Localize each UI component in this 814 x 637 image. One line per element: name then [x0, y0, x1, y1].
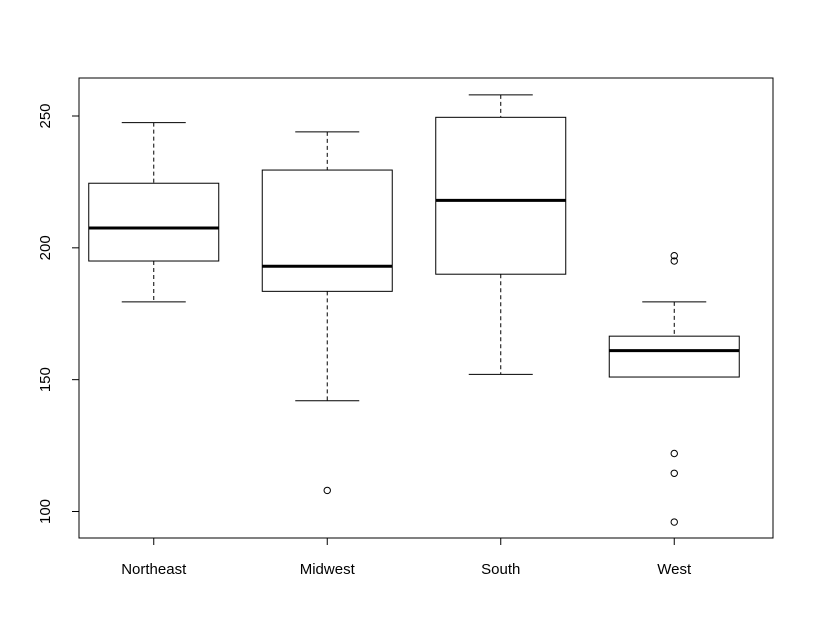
iqr-box	[88, 182, 220, 262]
box-west	[608, 252, 740, 526]
y-tick-label: 200	[37, 235, 54, 260]
y-axis: 100 150 200 250	[37, 103, 80, 524]
iqr-box	[261, 169, 393, 292]
outlier-point	[670, 469, 678, 477]
x-tick-label: Northeast	[121, 561, 187, 578]
iqr-box	[435, 116, 567, 275]
plot-frame	[78, 77, 774, 539]
outlier-point	[670, 257, 678, 265]
box-south	[435, 94, 567, 375]
outlier-point	[670, 449, 678, 458]
x-tick-label: South	[481, 561, 520, 578]
outlier-point	[323, 486, 331, 495]
y-tick-label: 150	[37, 367, 54, 392]
outlier-point	[670, 518, 678, 526]
x-tick-label: Midwest	[300, 561, 356, 578]
box-series	[88, 94, 740, 526]
y-tick-label: 250	[37, 103, 54, 128]
box-midwest	[261, 131, 393, 495]
y-tick-label: 100	[37, 499, 54, 524]
outlier-point	[670, 252, 678, 260]
box-northeast	[88, 122, 220, 303]
iqr-box	[608, 335, 740, 378]
x-axis: Northeast Midwest South West	[121, 538, 692, 578]
x-tick-label: West	[657, 561, 692, 578]
